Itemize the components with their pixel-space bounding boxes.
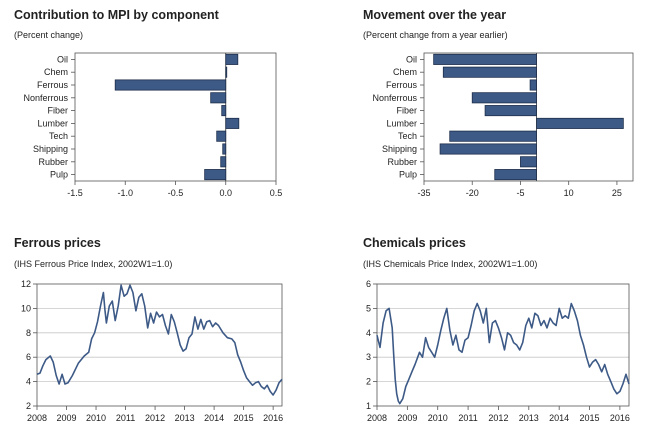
chart4-series-line [376, 302, 630, 405]
chart4-plot-frame [376, 283, 630, 407]
chart1-x-tick-label: -0.5 [168, 188, 184, 198]
chart1-x-tick-label: 0.5 [270, 188, 283, 198]
chart4-y-tick-label: 3 [366, 352, 371, 362]
chart4-x-tick-label: 2011 [458, 413, 477, 423]
chart2-x-tick-label: 25 [612, 188, 622, 198]
chart2-x-tick-label: 10 [564, 188, 574, 198]
chart2-bar-chem [442, 66, 537, 78]
chart1-bar-lumber [225, 117, 240, 129]
chart3-y-tick-label: 4 [26, 377, 31, 387]
chart3-title: Ferrous prices [14, 236, 101, 250]
chart1-x-tick-label: -1.0 [117, 188, 133, 198]
chart1-bar-shipping [222, 143, 227, 155]
chart1-category-label: Oil [57, 54, 68, 64]
chart4-y-tick-label: 5 [366, 303, 371, 313]
chart2-bar-rubber [520, 156, 537, 168]
chart1-category-label: Lumber [37, 118, 68, 128]
chart3-x-tick-label: 2012 [145, 413, 165, 423]
chart2-category-label: Fiber [396, 106, 417, 116]
chart2-category-label: Tech [398, 131, 417, 141]
chart4-x-tick-label: 2016 [610, 413, 630, 423]
chart4-x-tick-label: 2015 [580, 413, 600, 423]
chart2-bar-fiber [484, 105, 537, 117]
chart2-title: Movement over the year [363, 8, 507, 22]
chart1-bar-ferrous [114, 79, 227, 91]
chart2-category-label: Nonferrous [372, 93, 417, 103]
chart4-x-tick-label: 2012 [488, 413, 508, 423]
chart3-y-tick-label: 6 [26, 352, 31, 362]
chart2-bar-pulp [494, 169, 537, 181]
chart4-x-tick-label: 2014 [549, 413, 569, 423]
chart3-x-tick-label: 2009 [57, 413, 77, 423]
chart1-category-label: Fiber [47, 106, 68, 116]
chart2-subtitle: (Percent change from a year earlier) [363, 30, 508, 40]
chart2-bar-tech [449, 130, 537, 142]
chart4-x-tick-label: 2008 [367, 413, 387, 423]
chart2-x-tick-label: -5 [516, 188, 524, 198]
chart2-plot-frame [423, 52, 634, 182]
chart4-y-tick-label: 2 [366, 377, 371, 387]
chart4-x-tick-label: 2010 [428, 413, 448, 423]
chart4-y-tick-label: 6 [366, 279, 371, 289]
chart3-subtitle: (IHS Ferrous Price Index, 2002W1=1.0) [14, 259, 173, 269]
chart2-bar-oil [433, 53, 537, 65]
chart2-bar-shipping [439, 143, 537, 155]
chart1-x-tick-label: 0.0 [219, 188, 232, 198]
chart4-x-tick-label: 2009 [397, 413, 417, 423]
chart2-x-tick-label: -35 [417, 188, 430, 198]
chart3-x-tick-label: 2010 [86, 413, 106, 423]
chart1-category-label: Rubber [38, 157, 68, 167]
chart3-series-line [36, 284, 283, 396]
chart3-x-tick-label: 2014 [204, 413, 224, 423]
chart2-category-label: Shipping [382, 144, 417, 154]
chart2-bar-nonferrous [471, 92, 537, 104]
chart1-category-label: Shipping [33, 144, 68, 154]
chart4-subtitle: (IHS Chemicals Price Index, 2002W1=1.00) [363, 259, 538, 269]
chart2-category-label: Lumber [386, 118, 417, 128]
chart3-x-tick-label: 2008 [27, 413, 47, 423]
chart1-bar-tech [216, 130, 227, 142]
chart1-category-label: Ferrous [37, 80, 69, 90]
chart2-category-label: Oil [406, 54, 417, 64]
chart1-bar-nonferrous [210, 92, 227, 104]
chart3-y-tick-label: 2 [26, 401, 31, 411]
chart1-bar-chem [225, 66, 228, 78]
chart3-y-tick-label: 12 [21, 279, 31, 289]
chart2-category-label: Pulp [399, 170, 417, 180]
chart2-bar-lumber [536, 117, 624, 129]
chart3-x-tick-label: 2016 [263, 413, 283, 423]
chart2-bar-ferrous [529, 79, 537, 91]
chart1-category-label: Chem [44, 67, 68, 77]
chart4-y-tick-label: 4 [366, 328, 371, 338]
chart1-subtitle: (Percent change) [14, 30, 84, 40]
chart1-x-tick-label: -1.5 [67, 188, 83, 198]
chart3-plot-frame [36, 283, 283, 407]
chart1-category-label: Pulp [50, 170, 68, 180]
chart1-title: Contribution to MPI by component [14, 8, 219, 22]
chart2-category-label: Chem [393, 67, 417, 77]
chart4-y-tick-label: 1 [366, 401, 371, 411]
chart2-category-label: Ferrous [386, 80, 418, 90]
chart1-bar-oil [225, 53, 239, 65]
chart1-bar-pulp [204, 169, 227, 181]
chart1-bar-rubber [220, 156, 227, 168]
chart3-x-tick-label: 2015 [234, 413, 254, 423]
chart1-bar-fiber [221, 105, 227, 117]
chart1-category-label: Tech [49, 131, 68, 141]
chart2-x-tick-label: -20 [466, 188, 479, 198]
chart3-x-tick-label: 2011 [116, 413, 135, 423]
chart3-y-tick-label: 10 [21, 303, 31, 313]
chart3-y-tick-label: 8 [26, 328, 31, 338]
chart2-category-label: Rubber [387, 157, 417, 167]
chart4-x-tick-label: 2013 [519, 413, 539, 423]
chart4-title: Chemicals prices [363, 236, 466, 250]
chart3-x-tick-label: 2013 [175, 413, 195, 423]
chart1-category-label: Nonferrous [23, 93, 68, 103]
